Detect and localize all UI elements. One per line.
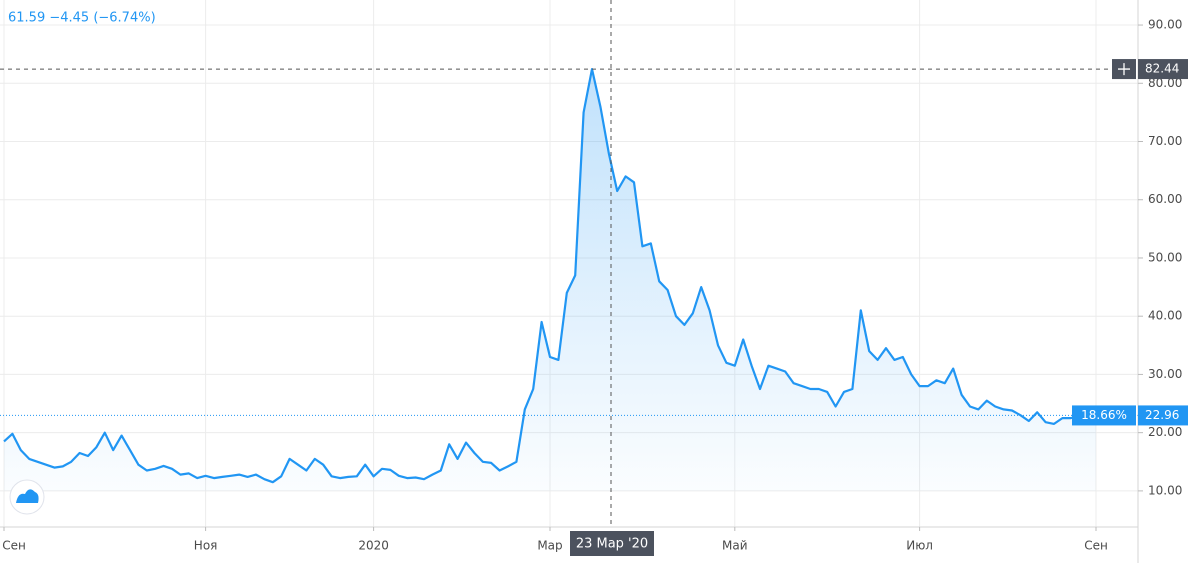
x-tick-label: Ноя: [194, 539, 218, 553]
logo: [9, 479, 45, 515]
last-value-label: 22.96: [1145, 408, 1179, 422]
x-tick-label: Май: [722, 539, 748, 553]
y-tick-label: 20.00: [1148, 425, 1182, 439]
crosshair-value: 82.44: [1145, 62, 1179, 76]
x-tick-label: Мар: [537, 539, 562, 553]
y-tick-label: 10.00: [1148, 483, 1182, 497]
y-tick-label: 70.00: [1148, 134, 1182, 148]
y-tick-label: 60.00: [1148, 192, 1182, 206]
line: [3, 68, 1097, 484]
y-tick-label: 80.00: [1148, 76, 1182, 90]
y-tick-label: 50.00: [1148, 250, 1182, 264]
x-tick-label: 2020: [358, 539, 389, 553]
legend-values: 61.59 −4.45 (−6.74%): [8, 11, 156, 26]
y-tick-label: 30.00: [1148, 367, 1182, 381]
change-label: 18.66%: [1081, 408, 1127, 422]
change-box: [1072, 405, 1136, 426]
crosshair-plus: [1118, 63, 1130, 76]
last-value-box: [1138, 405, 1188, 426]
area: [4, 69, 1096, 491]
x-tick-label: Сен: [1084, 539, 1108, 553]
x-tick-label: Сен: [2, 539, 26, 553]
y-tick-label: 90.00: [1148, 18, 1182, 32]
x-tick-label: Июл: [906, 539, 933, 553]
y-tick-label: 40.00: [1148, 309, 1182, 323]
crosshair-date-box: [570, 531, 654, 556]
crosshair-value-box: [1138, 59, 1188, 80]
crosshair-date: 23 Мар '20: [576, 537, 648, 552]
